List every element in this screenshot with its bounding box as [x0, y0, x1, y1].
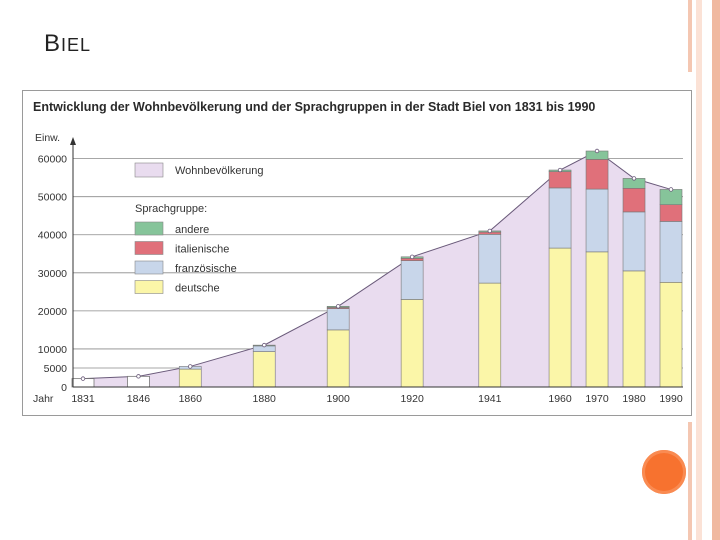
bar-deutsche-1990: [659, 282, 683, 388]
decorative-stripe-dark: [712, 0, 720, 540]
bar-franzoesische-1960: [548, 187, 572, 249]
chart-frame: Entwicklung der Wohnbevölkerung und der …: [22, 90, 692, 416]
y-tick-label: 5000: [44, 363, 68, 375]
x-tick-label: 1860: [179, 393, 203, 405]
x-tick-label: 1900: [326, 393, 350, 405]
y-tick-label: 20000: [38, 306, 67, 318]
x-tick-label: 1831: [71, 393, 95, 405]
legend-label-population: Wohnbevölkerung: [175, 165, 263, 177]
bar-deutsche-1900: [326, 329, 350, 388]
legend-swatch-italienische: [134, 241, 164, 255]
y-tick-label: 60000: [38, 154, 67, 166]
legend-swatch-deutsche: [134, 280, 164, 294]
bar-italienische-1980: [622, 188, 646, 213]
population-point-1960: [557, 167, 563, 173]
population-area-fill: [83, 151, 671, 387]
bar-italienische-1970: [585, 159, 609, 190]
x-tick-label: 1970: [585, 393, 609, 405]
x-tick-label: 1941: [478, 393, 502, 405]
decorative-stripe-bottom: [688, 422, 692, 540]
population-point-1846: [136, 374, 141, 379]
y-tick-label: 0: [61, 382, 67, 394]
bar-italienische-1990: [659, 204, 683, 222]
legend-label-andere: andere: [175, 224, 209, 236]
y-axis-arrow-icon: [70, 137, 76, 145]
bar-deutsche-1970: [585, 251, 609, 388]
bar-deutsche-1960: [548, 247, 572, 388]
x-tick-label: 1920: [400, 393, 424, 405]
bar-franzoesische-1980: [622, 211, 646, 272]
bar-deutsche-1980: [622, 270, 646, 388]
bar-deutsche-1941: [478, 282, 502, 388]
bar-franzoesische-1920: [400, 260, 424, 300]
axes: 1831 1846 1860 1880 1900 1920 1941 1960 1970 1980…: [70, 137, 683, 405]
slide-title-first-letter: B: [44, 30, 62, 57]
x-tick-label: 1980: [622, 393, 646, 405]
population-area: [82, 150, 672, 387]
bar-italienische-1960: [548, 171, 572, 189]
legend: Wohnbevölkerung Sprachgruppe: andere italie…: [134, 162, 263, 295]
y-tick-label: 30000: [38, 268, 67, 280]
population-point-1860: [188, 364, 193, 369]
bar-deutsche-1880: [252, 351, 276, 388]
legend-group-heading: Sprachgruppe:: [135, 203, 207, 215]
population-point-1831: [80, 376, 86, 381]
bar-franzoesische-1941: [478, 234, 502, 284]
legend-swatch-franzoesische: [134, 260, 164, 275]
y-axis-label: Einw.: [35, 132, 60, 144]
legend-swatch-population: [134, 162, 164, 178]
decorative-stripe-light: [696, 0, 702, 540]
x-tick-label: 1960: [548, 393, 572, 405]
bar-franzoesische-1970: [585, 188, 609, 253]
x-tick-label: 1846: [127, 393, 151, 405]
population-point-1941: [487, 228, 492, 234]
population-chart: Entwicklung der Wohnbevölkerung und der …: [33, 100, 683, 405]
y-tick-label: 50000: [38, 192, 67, 204]
y-tick-label: 40000: [38, 230, 67, 242]
x-tick-label: 1880: [253, 393, 277, 405]
decorative-stripe-top: [688, 0, 692, 72]
bar-franzoesische-1990: [659, 221, 683, 283]
population-point-1900: [335, 304, 341, 309]
accent-dot: [642, 450, 686, 494]
bar-deutsche-1920: [400, 299, 424, 388]
legend-swatch-andere: [134, 221, 164, 236]
bar-andere-1990: [659, 189, 683, 205]
bar-deutsche-1860: [178, 368, 202, 388]
population-point-1980: [631, 176, 637, 181]
bar-stacks: [71, 148, 683, 388]
population-point-1880: [262, 342, 267, 348]
population-point-1990: [668, 187, 674, 192]
bar-franzoesische-1900: [326, 308, 350, 331]
population-point-1920: [409, 254, 415, 260]
x-tick-label: 1990: [659, 393, 683, 405]
population-point-1970: [594, 148, 600, 154]
x-axis-label: Jahr: [33, 393, 54, 405]
legend-label-deutsche: deutsche: [175, 283, 220, 295]
y-tick-label: 10000: [38, 344, 67, 356]
slide-title: BIEL: [44, 30, 91, 58]
slide-title-rest: IEL: [61, 35, 92, 55]
legend-label-italienische: italienische: [175, 244, 229, 256]
legend-label-franzoesische: französische: [175, 263, 237, 275]
chart-title: Entwicklung der Wohnbevölkerung und der …: [33, 100, 595, 114]
